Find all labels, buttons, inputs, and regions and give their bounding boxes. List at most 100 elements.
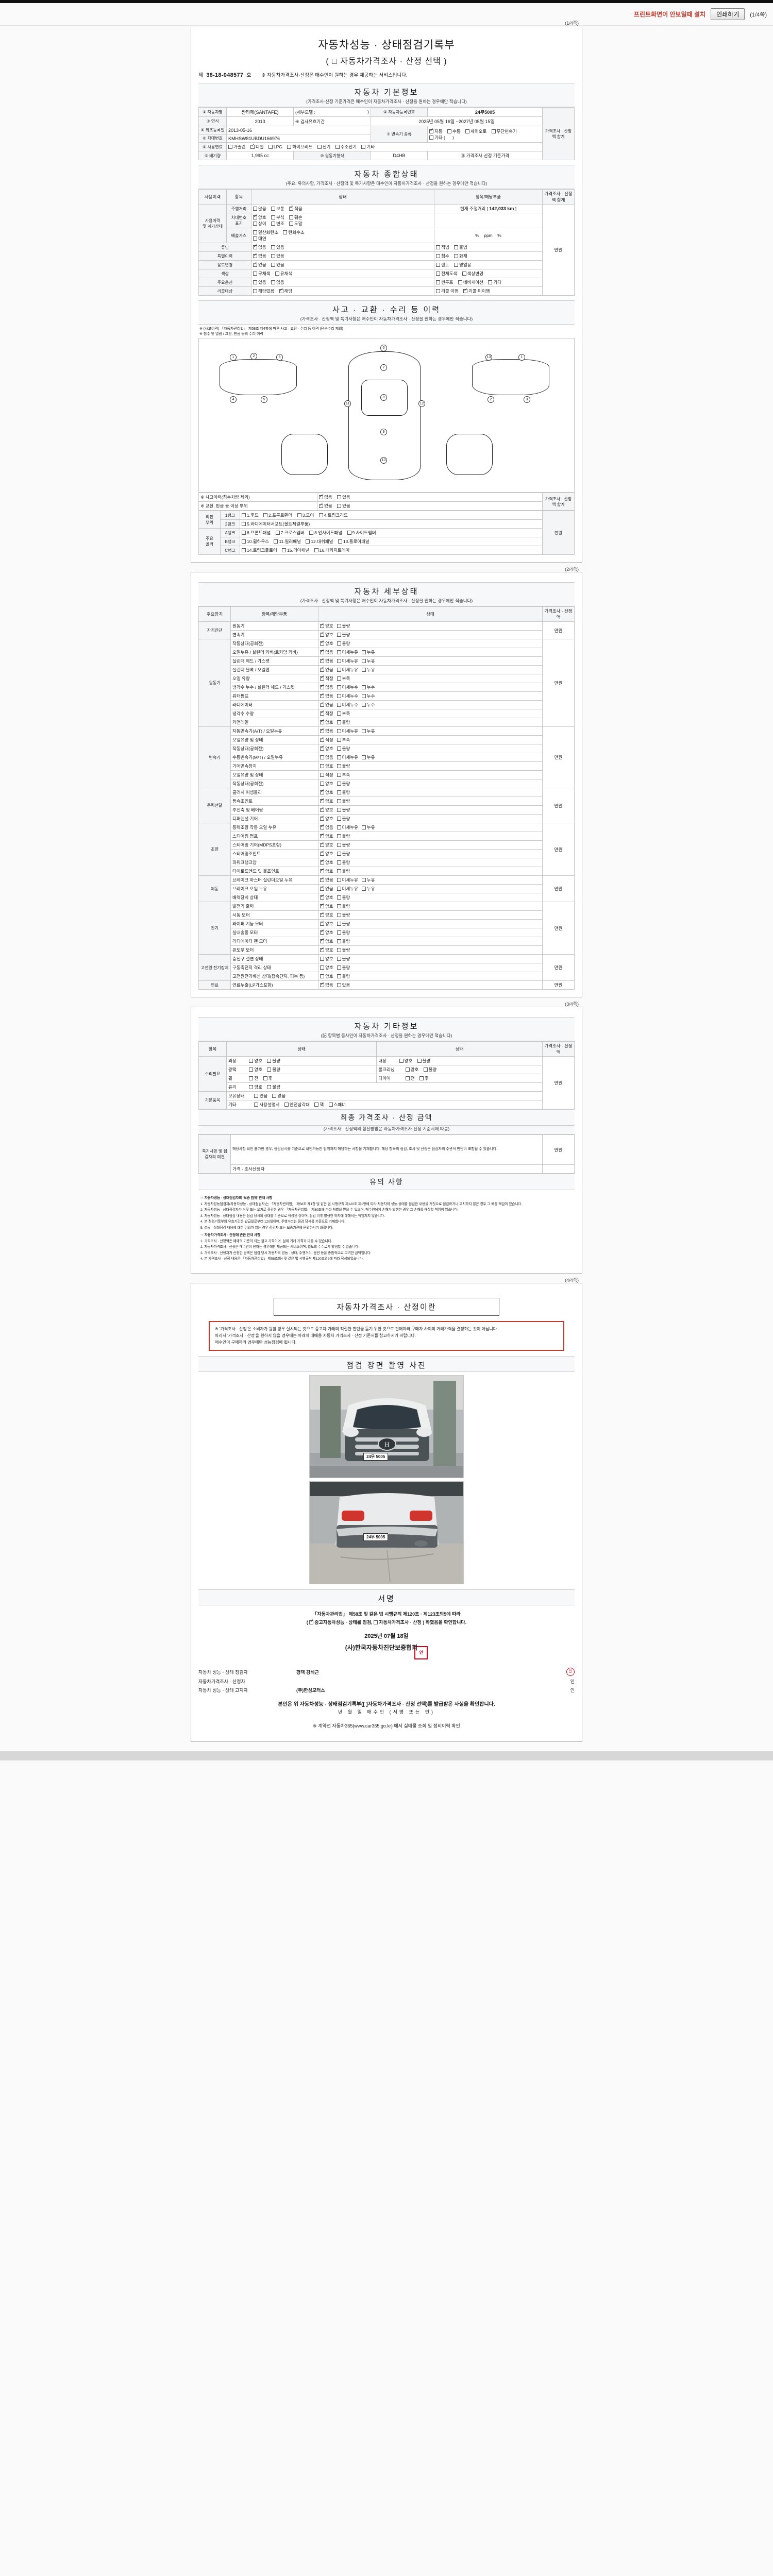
checkbox-checked-icon[interactable] (320, 692, 325, 698)
detail-option[interactable]: 불량 (337, 921, 350, 927)
detail-option[interactable]: 불량 (337, 632, 350, 638)
mileage-opt-low[interactable]: 적음 (289, 205, 303, 212)
detail-option[interactable]: 적정 (320, 772, 333, 778)
checkbox-checked-icon[interactable] (320, 701, 325, 707)
checkbox-icon[interactable] (337, 922, 341, 926)
checkbox-icon[interactable] (337, 624, 341, 628)
checkbox-icon[interactable] (436, 245, 440, 249)
checkbox-icon[interactable] (253, 280, 257, 284)
checkbox-icon[interactable] (337, 782, 341, 786)
checkbox-icon[interactable] (337, 904, 341, 908)
detail-option[interactable]: 불량 (337, 640, 350, 647)
checkbox-icon[interactable] (249, 1067, 254, 1072)
detail-option[interactable]: 불량 (337, 807, 350, 813)
checkbox-checked-icon[interactable] (253, 261, 258, 267)
checkbox-icon[interactable] (287, 145, 292, 149)
detail-option[interactable]: 불량 (337, 947, 350, 953)
checkbox-icon[interactable] (314, 548, 318, 552)
damage-marker[interactable]: 2 (488, 396, 494, 403)
trans-opt-semi[interactable]: 세미오토 (465, 128, 486, 134)
checkbox-icon[interactable] (228, 145, 232, 149)
detail-option[interactable]: 없음 (320, 684, 333, 690)
detail-option[interactable]: 누유 (361, 754, 375, 760)
checkbox-icon[interactable] (488, 280, 493, 284)
checkbox-icon[interactable] (271, 215, 276, 219)
detail-option[interactable]: 없음 (320, 649, 333, 655)
checkbox-checked-icon[interactable] (320, 745, 325, 751)
checkbox-icon[interactable] (320, 764, 324, 768)
detail-option[interactable]: 양호 (320, 798, 333, 804)
checkbox-icon[interactable] (282, 548, 287, 552)
usage-opt-none[interactable]: 없음 (253, 261, 266, 268)
checkbox-icon[interactable] (289, 215, 294, 219)
checkbox-icon[interactable] (337, 755, 341, 759)
detail-option[interactable]: 불량 (337, 859, 350, 866)
checkbox-checked-icon[interactable] (320, 876, 325, 882)
detail-option[interactable]: 부족 (337, 710, 350, 717)
checkbox-icon[interactable] (337, 817, 341, 821)
detail-option[interactable]: 미세누유 (337, 886, 358, 892)
tire-rear[interactable]: 후 (419, 1075, 429, 1081)
checkbox-icon[interactable] (272, 1094, 277, 1098)
detail-option[interactable]: 불량 (337, 964, 350, 971)
checkbox-icon[interactable] (271, 254, 276, 258)
detail-option[interactable]: 불량 (337, 894, 350, 901)
checkbox-icon[interactable] (337, 790, 341, 794)
detail-option[interactable]: 누유 (361, 886, 375, 892)
damage-marker[interactable]: 6 (380, 345, 387, 351)
checkbox-checked-icon[interactable] (320, 894, 325, 900)
checkbox-checked-icon[interactable] (319, 502, 324, 508)
detail-option[interactable]: 누유 (361, 649, 375, 655)
detail-option[interactable]: 양호 (320, 859, 333, 866)
detail-option[interactable]: 양호 (320, 719, 333, 725)
checkbox-checked-icon[interactable] (320, 920, 325, 926)
checkbox-icon[interactable] (337, 676, 341, 681)
recall-opt-na[interactable]: 해당없음 (253, 288, 274, 294)
damage-marker[interactable]: 3 (524, 396, 530, 403)
vin-opt-damage[interactable]: 훼손 (289, 214, 303, 221)
checkbox-icon[interactable] (337, 825, 341, 829)
checkbox-checked-icon[interactable] (309, 1619, 314, 1624)
interior-good[interactable]: 양호 (399, 1058, 412, 1064)
damage-marker[interactable]: 11 (344, 400, 351, 407)
mileage-opt-many[interactable]: 많음 (253, 206, 266, 212)
detail-option[interactable]: 양호 (320, 973, 333, 979)
checkbox-checked-icon[interactable] (320, 789, 325, 794)
detail-option[interactable]: 누수 (361, 702, 375, 708)
checkbox-icon[interactable] (271, 222, 276, 226)
detail-option[interactable]: 미세누수 (337, 702, 358, 708)
checkbox-icon[interactable] (320, 974, 324, 978)
part-trunk-lid[interactable]: 4.트렁크리드 (318, 512, 348, 518)
checkbox-icon[interactable] (317, 145, 322, 149)
print-button[interactable]: 인쇄하기 (711, 8, 745, 20)
checkbox-icon[interactable] (429, 135, 433, 140)
checkbox-icon[interactable] (361, 887, 366, 891)
emission-opt-co[interactable]: 일산화탄소 (253, 229, 278, 235)
checkbox-icon[interactable] (253, 236, 257, 241)
checkbox-icon[interactable] (337, 808, 341, 812)
detail-option[interactable]: 없음 (320, 824, 333, 831)
detail-option[interactable]: 불량 (337, 781, 350, 787)
detail-option[interactable]: 양호 (320, 806, 333, 813)
special-opt-yes[interactable]: 있음 (271, 253, 284, 259)
checkbox-icon[interactable] (320, 965, 324, 970)
emission-opt-hc[interactable]: 탄화수소 (283, 229, 305, 235)
checkbox-icon[interactable] (454, 254, 459, 258)
checkbox-icon[interactable] (275, 272, 279, 276)
recall-opt-notdone[interactable]: 리콜 미이행 (463, 287, 490, 294)
checkbox-checked-icon[interactable] (320, 841, 325, 847)
trans-opt-other[interactable]: 기타 ( ) (429, 134, 454, 141)
checkbox-icon[interactable] (267, 1067, 272, 1072)
part-radiator-support[interactable]: 5.라디에이터서포트(볼트체결부품) (242, 521, 310, 527)
detail-option[interactable]: 불량 (337, 929, 350, 936)
detail-option[interactable]: 불량 (337, 956, 350, 962)
checkbox-icon[interactable] (328, 1103, 333, 1107)
checkbox-icon[interactable] (283, 230, 288, 234)
checkbox-checked-icon[interactable] (320, 946, 325, 952)
checkbox-checked-icon[interactable] (320, 675, 325, 681)
checkbox-icon[interactable] (361, 145, 366, 149)
checkbox-icon[interactable] (337, 764, 341, 768)
checkbox-icon[interactable] (337, 773, 341, 777)
detail-option[interactable]: 양호 (320, 946, 333, 953)
checkbox-icon[interactable] (335, 145, 340, 149)
